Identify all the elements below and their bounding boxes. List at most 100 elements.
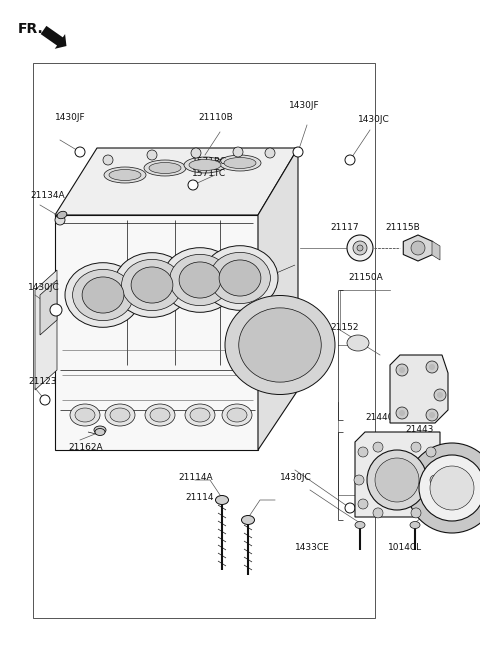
Ellipse shape <box>347 335 369 351</box>
Circle shape <box>354 475 364 485</box>
Polygon shape <box>390 355 448 423</box>
Ellipse shape <box>219 260 261 296</box>
Circle shape <box>396 407 408 419</box>
Circle shape <box>233 147 243 157</box>
Circle shape <box>399 410 405 416</box>
Circle shape <box>429 364 435 370</box>
Ellipse shape <box>114 253 190 317</box>
Circle shape <box>399 367 405 373</box>
Ellipse shape <box>82 277 124 313</box>
Circle shape <box>434 389 446 401</box>
Ellipse shape <box>109 170 141 181</box>
Polygon shape <box>55 215 258 450</box>
Ellipse shape <box>131 267 173 303</box>
Ellipse shape <box>216 495 228 505</box>
Ellipse shape <box>219 155 261 171</box>
Circle shape <box>367 450 427 510</box>
Text: 21117: 21117 <box>330 223 359 231</box>
Text: 1571TC: 1571TC <box>192 168 226 177</box>
Circle shape <box>147 150 157 160</box>
Circle shape <box>293 147 303 157</box>
Ellipse shape <box>145 404 175 426</box>
Circle shape <box>411 508 421 518</box>
Circle shape <box>188 180 198 190</box>
Ellipse shape <box>72 269 133 321</box>
Circle shape <box>345 155 355 165</box>
Circle shape <box>419 455 480 521</box>
Ellipse shape <box>121 260 182 311</box>
Text: 1433CE: 1433CE <box>295 543 330 553</box>
Circle shape <box>375 458 419 502</box>
Text: 21114A: 21114A <box>178 474 213 482</box>
Circle shape <box>373 442 383 452</box>
Ellipse shape <box>179 262 221 298</box>
Ellipse shape <box>149 162 181 173</box>
Circle shape <box>429 412 435 418</box>
Circle shape <box>411 241 425 255</box>
Circle shape <box>358 447 368 457</box>
Ellipse shape <box>227 408 247 422</box>
Circle shape <box>373 508 383 518</box>
Ellipse shape <box>104 167 146 183</box>
Text: 1430JC: 1430JC <box>358 116 390 124</box>
Circle shape <box>353 241 367 255</box>
Text: 1014CL: 1014CL <box>388 543 422 553</box>
Text: 21115B: 21115B <box>385 223 420 231</box>
Circle shape <box>40 395 50 405</box>
Circle shape <box>103 155 113 165</box>
Circle shape <box>426 499 436 509</box>
Ellipse shape <box>222 404 252 426</box>
Circle shape <box>437 392 443 398</box>
Text: 21162A: 21162A <box>68 443 103 453</box>
Ellipse shape <box>162 248 238 312</box>
Polygon shape <box>355 432 440 517</box>
Text: 21150A: 21150A <box>348 273 383 283</box>
Ellipse shape <box>57 212 67 219</box>
Circle shape <box>426 361 438 373</box>
Circle shape <box>430 466 474 510</box>
Polygon shape <box>258 148 298 450</box>
Text: FR.: FR. <box>18 22 44 36</box>
Circle shape <box>430 475 440 485</box>
Ellipse shape <box>241 516 254 524</box>
Circle shape <box>407 443 480 533</box>
Text: 21443: 21443 <box>405 426 433 434</box>
Ellipse shape <box>150 408 170 422</box>
Circle shape <box>345 503 355 513</box>
Ellipse shape <box>75 408 95 422</box>
Text: 21110B: 21110B <box>198 114 233 122</box>
Polygon shape <box>35 270 57 390</box>
Polygon shape <box>41 26 66 49</box>
Circle shape <box>358 499 368 509</box>
Ellipse shape <box>65 263 141 327</box>
Circle shape <box>50 304 62 316</box>
Circle shape <box>426 447 436 457</box>
Polygon shape <box>403 235 433 261</box>
Circle shape <box>55 215 65 225</box>
Polygon shape <box>40 280 57 335</box>
Ellipse shape <box>355 522 365 528</box>
Ellipse shape <box>95 428 105 436</box>
Text: 21440: 21440 <box>365 413 394 422</box>
Ellipse shape <box>225 296 335 394</box>
Polygon shape <box>432 241 440 260</box>
Text: 21152: 21152 <box>330 323 359 332</box>
Polygon shape <box>55 148 298 215</box>
Ellipse shape <box>70 404 100 426</box>
Text: 1430JC: 1430JC <box>28 284 60 292</box>
Text: 21114: 21114 <box>185 493 214 503</box>
Circle shape <box>357 245 363 251</box>
Ellipse shape <box>210 252 270 304</box>
Circle shape <box>426 409 438 421</box>
Text: 1430JF: 1430JF <box>55 114 85 122</box>
Circle shape <box>191 148 201 158</box>
Ellipse shape <box>110 408 130 422</box>
Ellipse shape <box>169 254 230 306</box>
Ellipse shape <box>94 426 106 434</box>
Text: 1430JF: 1430JF <box>289 101 320 110</box>
Text: 21134A: 21134A <box>30 191 65 200</box>
Circle shape <box>347 235 373 261</box>
Ellipse shape <box>185 404 215 426</box>
Circle shape <box>411 442 421 452</box>
Circle shape <box>396 364 408 376</box>
